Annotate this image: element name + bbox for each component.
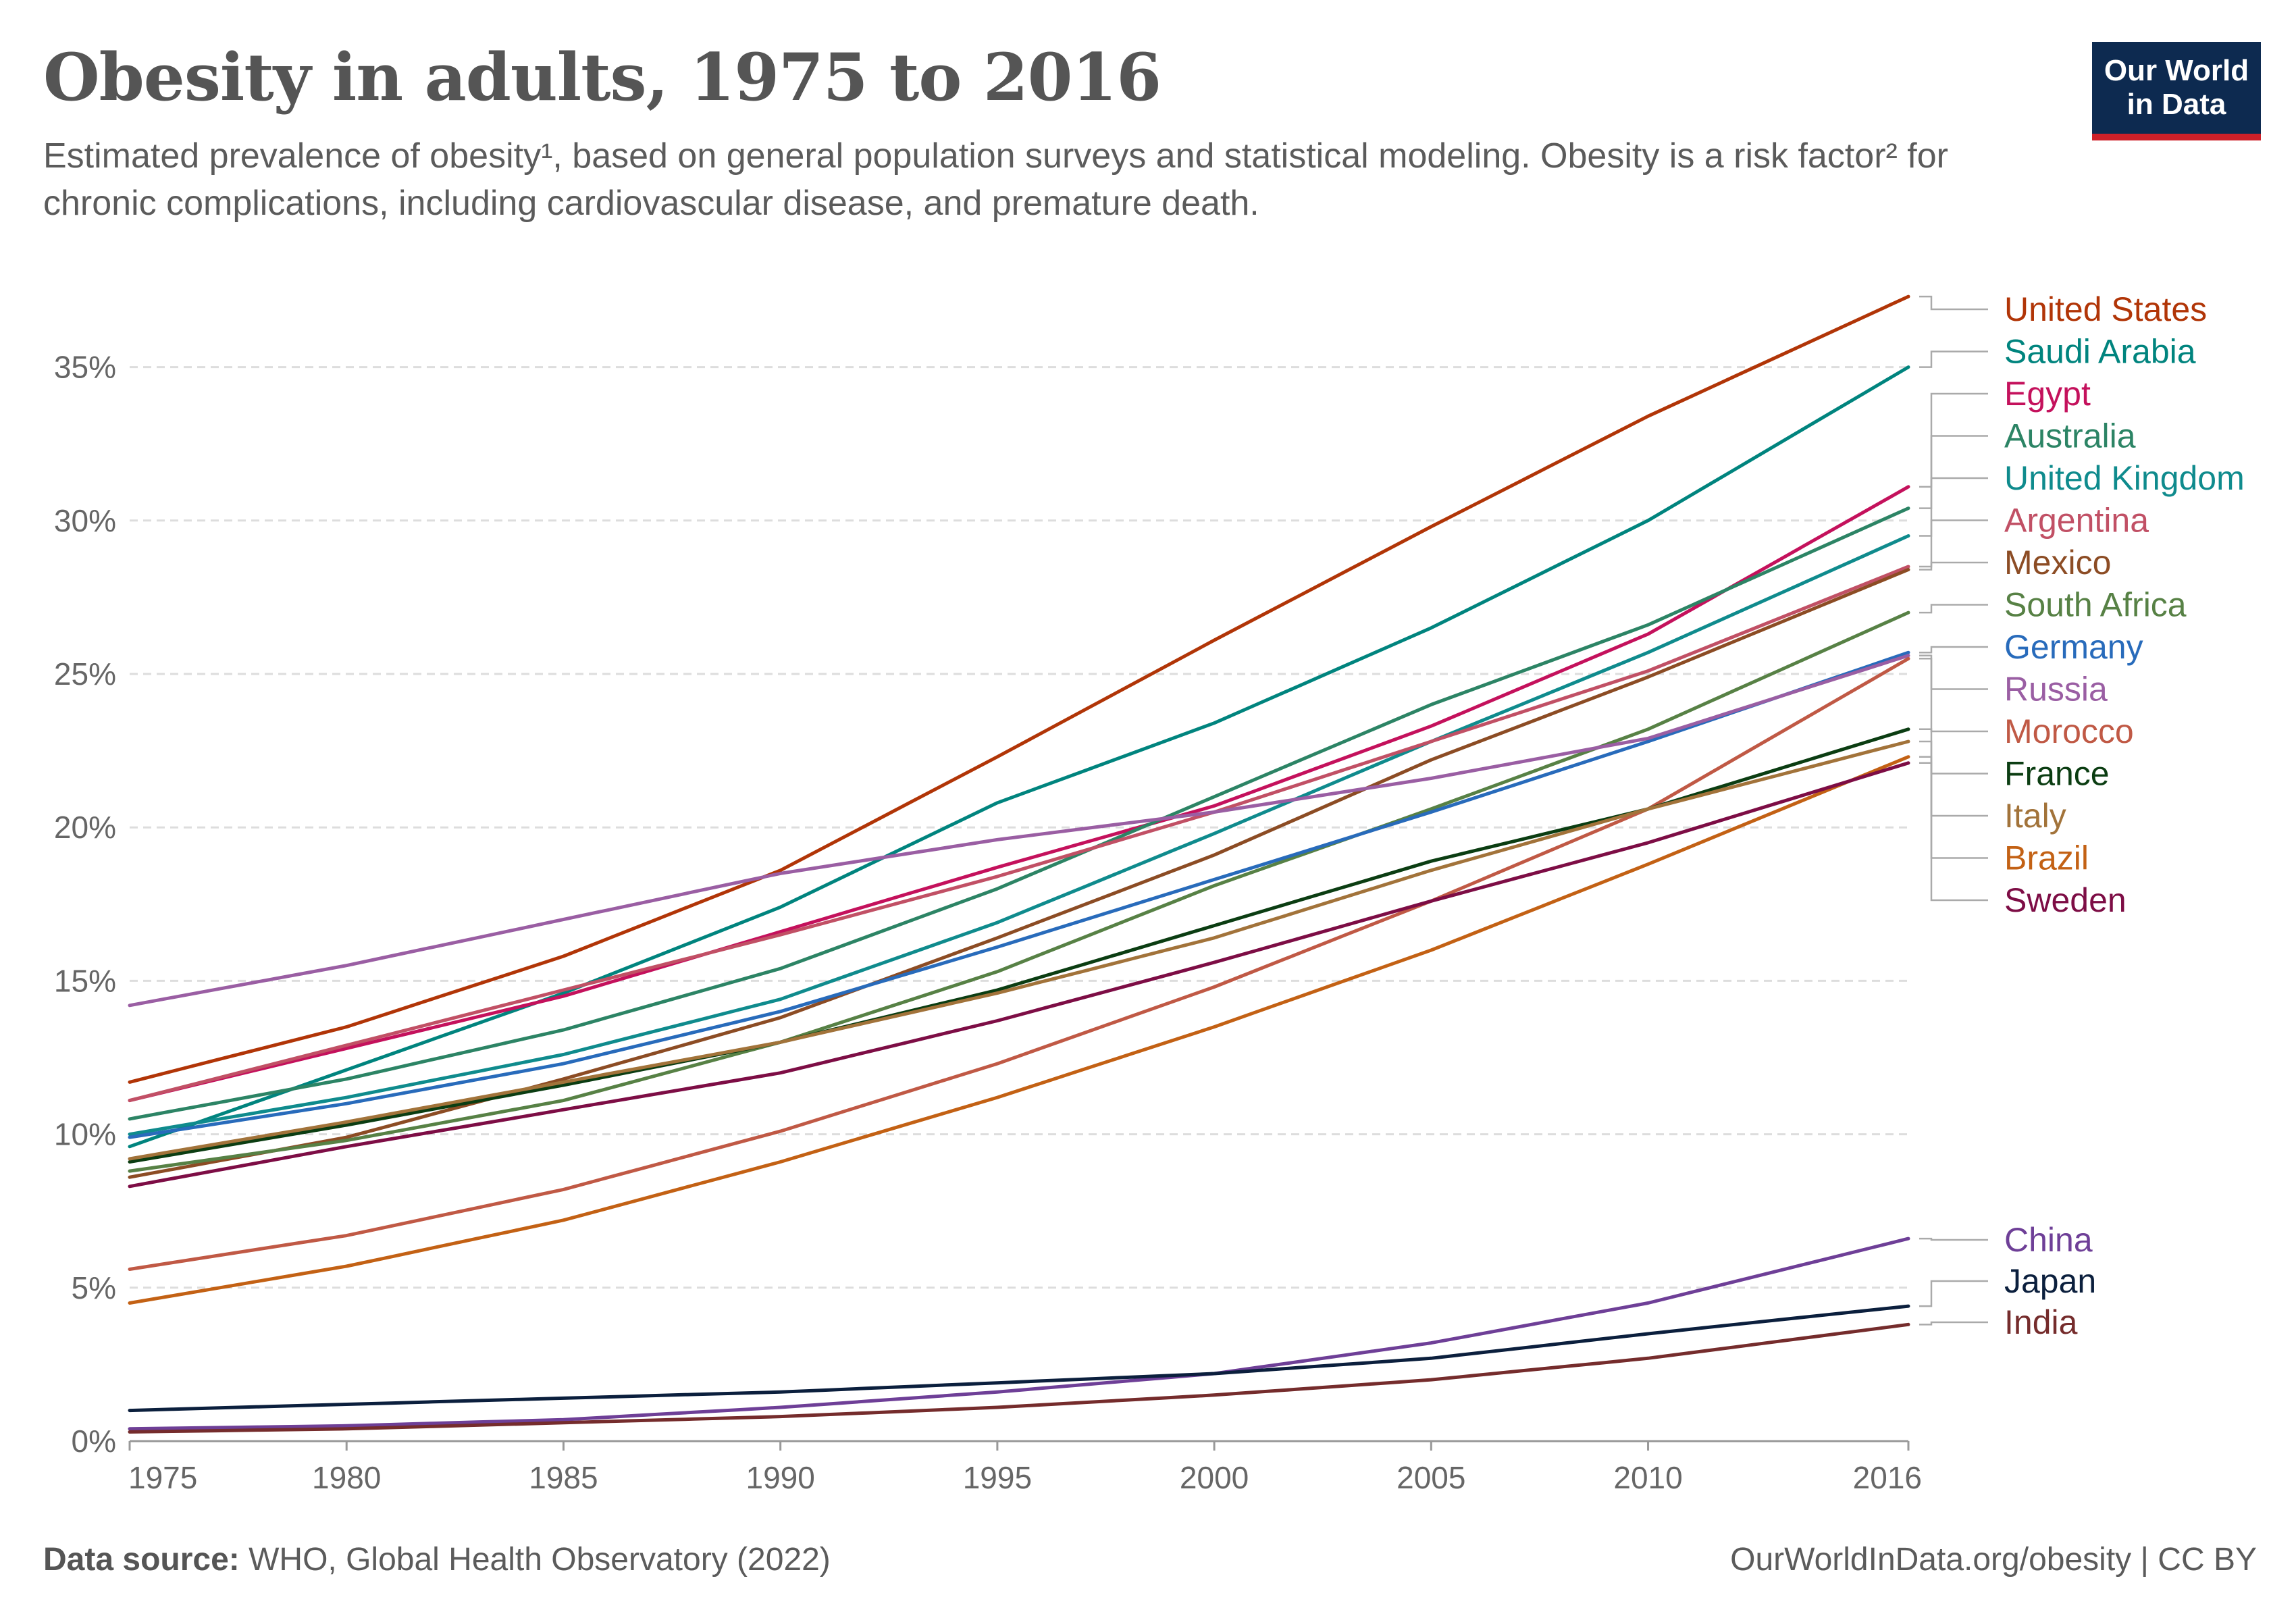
series-line-italy [128, 739, 1910, 1161]
series-line-brazil [128, 755, 1910, 1305]
legend-connector [1919, 435, 1988, 509]
legend-label-china: China [2004, 1221, 2093, 1259]
logo-line-1: Our World [2104, 54, 2249, 87]
y-tick-label: 5% [72, 1270, 116, 1305]
legend-label-argentina: Argentina [2004, 502, 2149, 540]
credit-link[interactable]: OurWorldInData.org/obesity | CC BY [1730, 1542, 2257, 1578]
legend-label-france: France [2004, 755, 2110, 793]
series-line-argentina [128, 565, 1910, 1103]
series-line-saudi-arabia [128, 365, 1910, 1149]
legend-connector [1919, 654, 1988, 690]
x-tick-label: 1990 [746, 1460, 814, 1495]
y-axis-ticks: 0% 5% 10% 15% 20% 25% 30% 35% [54, 350, 116, 1459]
legend-label-australia: Australia [2004, 417, 2136, 455]
legend-connector [1919, 646, 1988, 654]
legend-connector [1919, 295, 1988, 311]
legend-connector [1919, 740, 1988, 817]
legend-label-italy: Italy [2004, 797, 2066, 835]
legend-label-brazil: Brazil [2004, 839, 2089, 877]
series-line-india [128, 1322, 1910, 1434]
series-line-mexico [128, 568, 1910, 1179]
x-tick-label: 2000 [1180, 1460, 1249, 1495]
legend-connector [1919, 1237, 1988, 1241]
chart-subtitle: Estimated prevalence of obesity¹, based … [43, 136, 1948, 223]
data-source-text: WHO, Global Health Observatory (2022) [249, 1542, 831, 1578]
legend-connector [1919, 392, 1988, 488]
legend-label-saudi-arabia: Saudi Arabia [2004, 333, 2196, 371]
x-tick-label: 1985 [529, 1460, 598, 1495]
grid-lines [130, 366, 1908, 1289]
series-line-china [128, 1236, 1910, 1431]
legend-label-united-states: United States [2004, 290, 2207, 328]
series-line-japan [128, 1304, 1910, 1413]
legend-label-russia: Russia [2004, 671, 2108, 708]
data-source-label: Data source: [43, 1542, 240, 1578]
legend-connector [1919, 477, 1988, 537]
y-tick-label: 15% [54, 963, 116, 998]
x-tick-label: 1980 [312, 1460, 381, 1495]
legend-connector [1919, 1280, 1988, 1307]
legend-label-mexico: Mexico [2004, 544, 2111, 581]
x-axis: 1975 1980 1985 1990 1995 2000 2005 2010 2016 [128, 1440, 1922, 1495]
legend: United States Saudi Arabia Egypt Australia U… [1919, 290, 2245, 1341]
series-line-australia [128, 506, 1910, 1121]
y-tick-label: 30% [54, 503, 116, 538]
legend-connector [1919, 519, 1988, 568]
legend-connector [1919, 762, 1988, 902]
series-line-russia [128, 654, 1910, 1008]
x-tick-label: 1995 [963, 1460, 1032, 1495]
y-tick-label: 0% [72, 1424, 116, 1459]
legend-label-india: India [2004, 1303, 2078, 1341]
series-line-egypt [128, 485, 1910, 1103]
y-tick-label: 10% [54, 1117, 116, 1152]
x-tick-label: 2016 [1853, 1460, 1922, 1495]
legend-connector [1919, 1321, 1988, 1326]
x-tick-label: 1975 [128, 1460, 197, 1495]
legend-label-united-kingdom: United Kingdom [2004, 459, 2245, 497]
x-tick-label: 2005 [1397, 1460, 1465, 1495]
y-tick-label: 35% [54, 350, 116, 385]
series-line-sweden [128, 761, 1910, 1189]
series-lines [128, 294, 1910, 1434]
series-line-united-states [128, 294, 1910, 1084]
legend-connector [1919, 350, 1988, 368]
legend-connector [1919, 728, 1988, 775]
legend-label-sweden: Sweden [2004, 881, 2127, 919]
x-tick-label: 2010 [1613, 1460, 1682, 1495]
legend-label-japan: Japan [2004, 1262, 2096, 1300]
legend-connector [1919, 561, 1988, 571]
legend-label-south-africa: South Africa [2004, 586, 2187, 624]
legend-label-morocco: Morocco [2004, 712, 2134, 750]
legend-connector [1919, 756, 1988, 859]
series-line-south-africa [128, 610, 1910, 1173]
chart-title: Obesity in adults, 1975 to 2016 [43, 39, 1162, 115]
owid-logo[interactable]: Our World in Data [2092, 42, 2261, 140]
series-line-united-kingdom [128, 534, 1910, 1137]
legend-label-germany: Germany [2004, 628, 2143, 666]
legend-connector [1919, 604, 1988, 614]
series-line-germany [128, 650, 1910, 1139]
data-source: Data source: WHO, Global Health Observat… [43, 1541, 831, 1578]
legend-connector [1919, 658, 1988, 733]
legend-label-egypt: Egypt [2004, 375, 2091, 413]
y-tick-label: 20% [54, 810, 116, 845]
series-line-morocco [128, 656, 1910, 1271]
logo-line-2: in Data [2127, 88, 2226, 121]
y-tick-label: 25% [54, 656, 116, 692]
